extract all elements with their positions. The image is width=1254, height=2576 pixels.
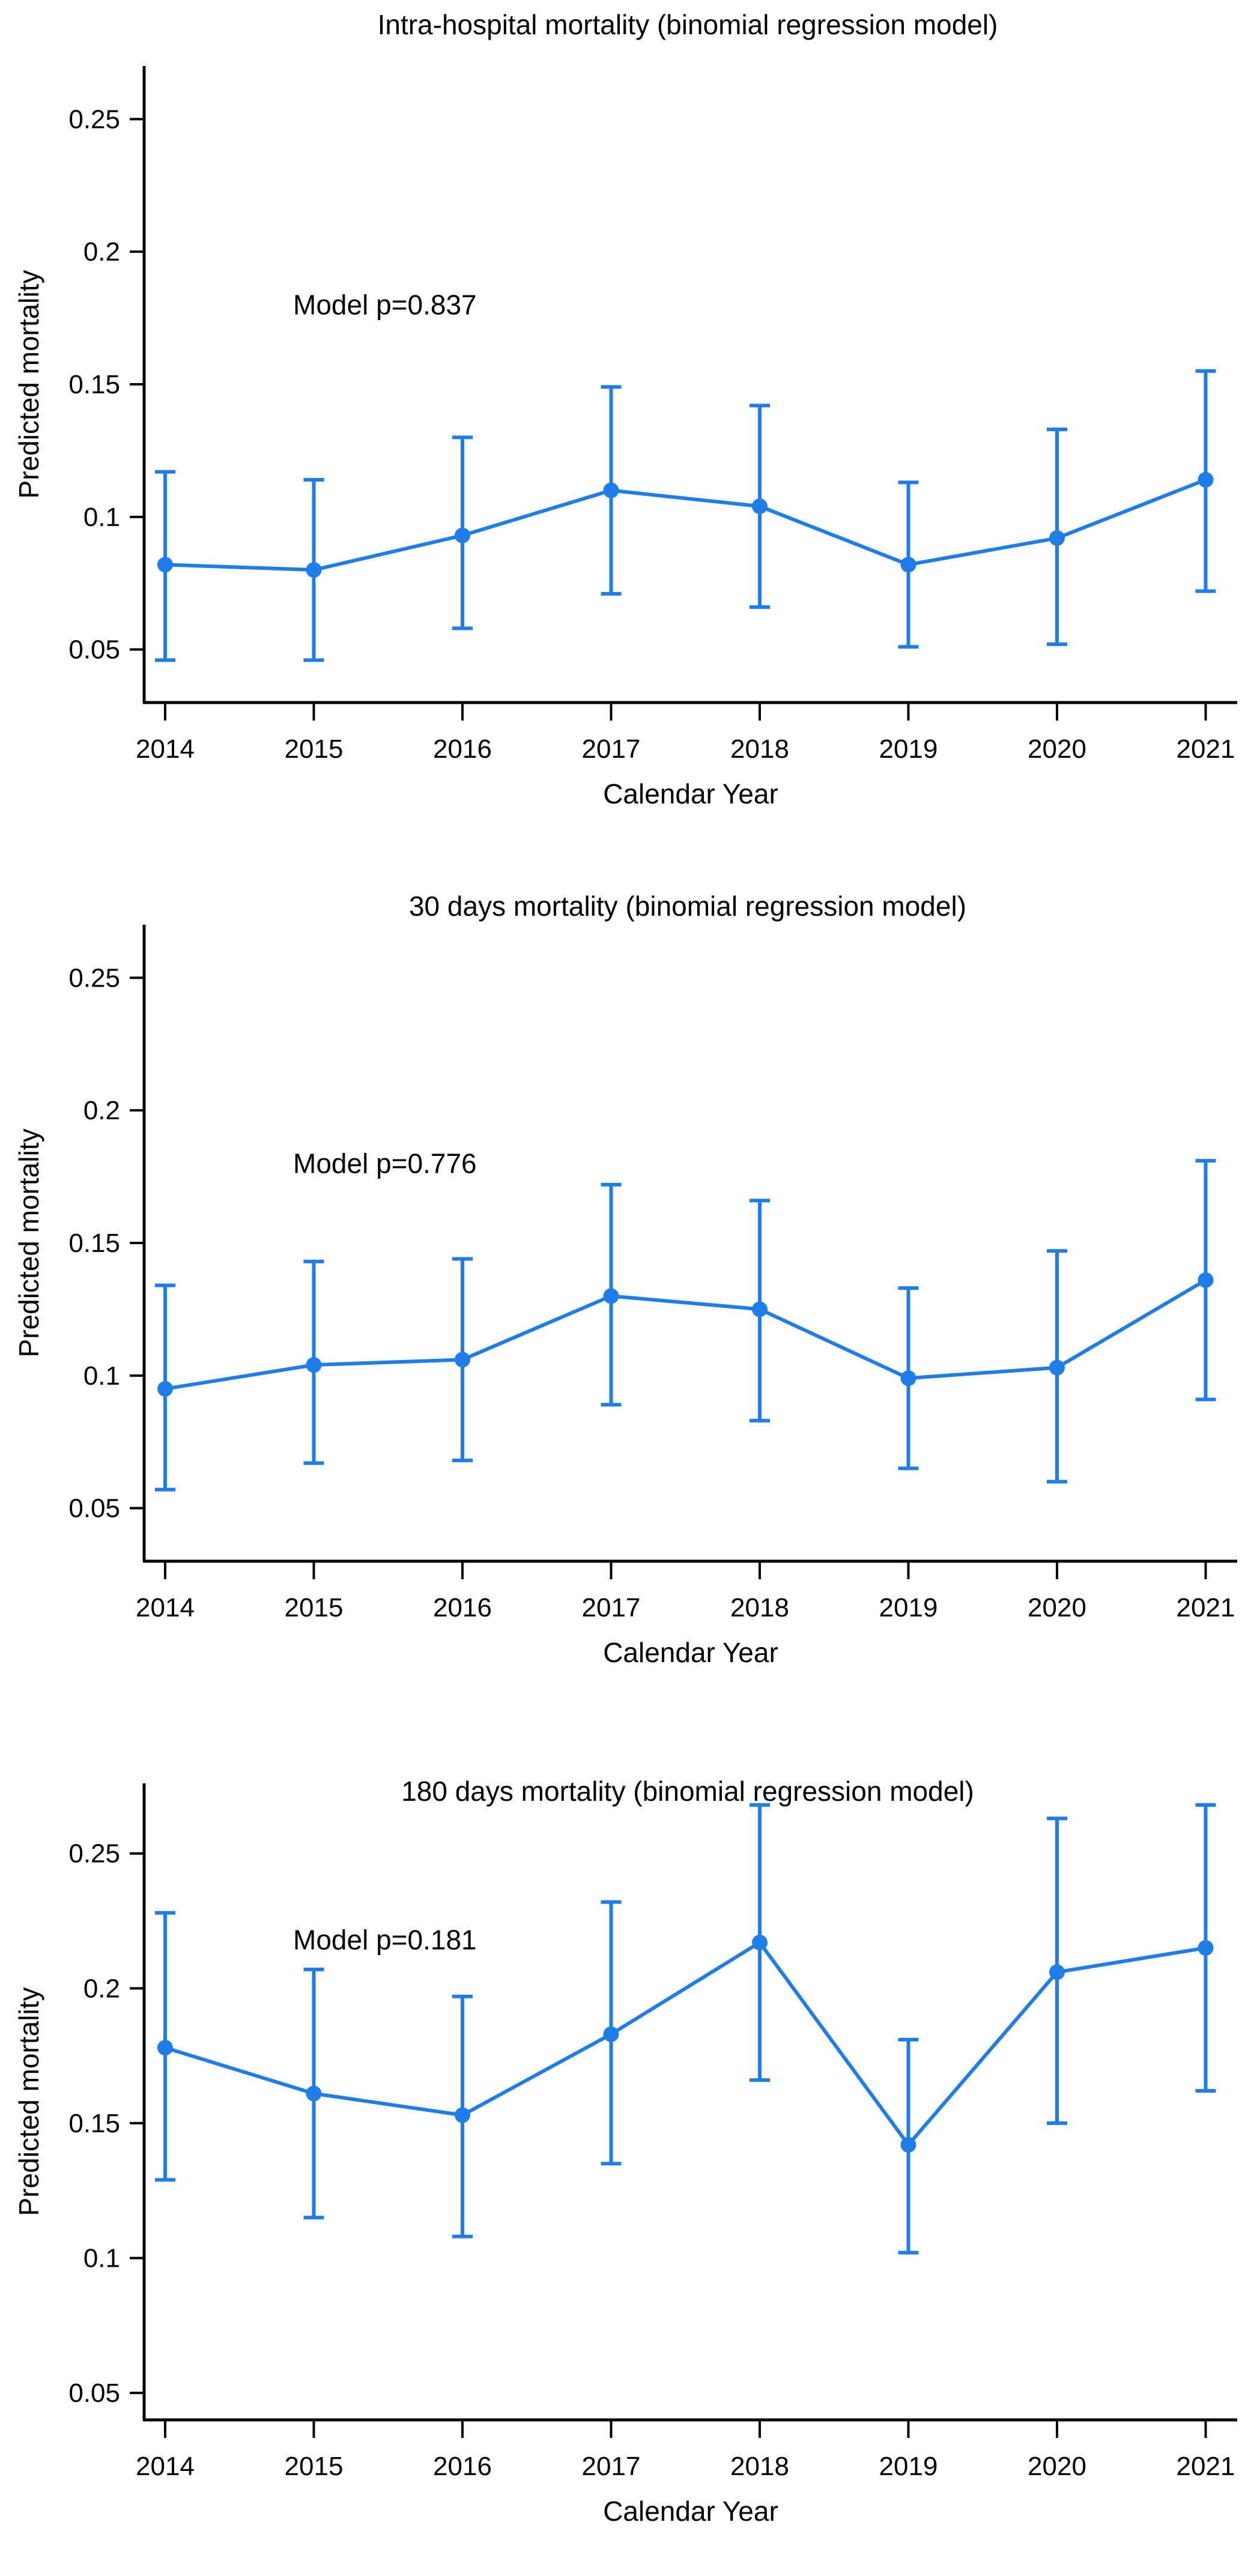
data-point-marker	[1198, 1940, 1214, 1956]
chart-title: Intra-hospital mortality (binomial regre…	[377, 9, 998, 40]
model-p-annotation: Model p=0.837	[293, 289, 477, 321]
y-tick-label: 0.05	[68, 635, 120, 665]
y-tick-label: 0.1	[83, 503, 120, 532]
y-tick-label: 0.15	[68, 1229, 120, 1258]
x-tick-label: 2019	[879, 1593, 938, 1622]
panel-180-days-mortality: 180 days mortality (binomial regression …	[0, 1717, 1254, 2576]
data-point-marker	[306, 562, 322, 578]
y-tick-label: 0.25	[68, 1839, 120, 1869]
data-point-marker	[1049, 530, 1065, 546]
series-line	[165, 478, 1207, 572]
data-point-marker	[455, 527, 470, 543]
data-point-marker	[900, 1370, 916, 1386]
model-p-annotation: Model p=0.776	[293, 1148, 477, 1179]
y-axis-title: Predicted mortality	[13, 270, 44, 499]
y-tick-label: 0.15	[68, 370, 120, 399]
y-tick-label: 0.2	[83, 237, 120, 267]
data-point-marker	[603, 2026, 619, 2042]
x-tick-label: 2018	[730, 2452, 789, 2481]
data-point-marker	[1198, 472, 1214, 488]
x-tick-label: 2017	[582, 2452, 641, 2481]
x-tick-label: 2019	[879, 2452, 938, 2481]
y-tick-label: 0.2	[83, 1096, 120, 1125]
data-point-marker	[157, 557, 173, 573]
x-tick-label: 2021	[1177, 734, 1235, 764]
x-tick-label: 2018	[730, 1593, 789, 1622]
data-point-marker	[752, 1935, 768, 1950]
x-tick-label: 2015	[285, 2452, 344, 2481]
x-tick-label: 2016	[433, 2452, 492, 2481]
y-tick-label: 0.2	[83, 1974, 120, 2003]
data-point-marker	[752, 1301, 768, 1317]
x-tick-label: 2020	[1028, 734, 1086, 764]
x-axis-title: Calendar Year	[603, 1637, 778, 1668]
x-tick-label: 2018	[730, 734, 789, 764]
y-tick-label: 0.1	[83, 1361, 120, 1391]
y-axis-title: Predicted mortality	[13, 1988, 44, 2216]
x-tick-label: 2016	[433, 734, 492, 764]
y-tick-label: 0.25	[68, 963, 120, 993]
data-point-marker	[157, 2040, 173, 2056]
x-tick-label: 2014	[136, 2452, 195, 2481]
x-tick-label: 2020	[1028, 2452, 1086, 2481]
x-tick-label: 2020	[1028, 1593, 1086, 1622]
data-point-marker	[1198, 1272, 1214, 1288]
x-tick-label: 2021	[1177, 1593, 1235, 1622]
panel-30-days-mortality: 30 days mortality (binomial regression m…	[0, 859, 1254, 1717]
y-tick-label: 0.15	[68, 2109, 120, 2138]
x-axis-title: Calendar Year	[603, 778, 778, 809]
x-tick-label: 2019	[879, 734, 938, 764]
data-point-marker	[900, 557, 916, 573]
y-tick-label: 0.1	[83, 2243, 120, 2273]
180-days-mortality-chart: 0.05 0.1 0.15 0.2 0.25 2014 2015 2016 2017 2018 20…	[13, 1783, 1237, 2527]
30-days-mortality-chart: 0.05 0.1 0.15 0.2 0.25 2014 2015 2016 2017 2018 20…	[13, 925, 1237, 1668]
series-line	[165, 1278, 1207, 1391]
x-tick-label: 2016	[433, 1593, 492, 1622]
y-axis-title: Predicted mortality	[13, 1129, 44, 1358]
y-tick-label: 0.25	[68, 104, 120, 134]
x-tick-label: 2014	[136, 734, 195, 764]
series-line	[165, 1941, 1206, 2147]
y-tick-label: 0.05	[68, 2378, 120, 2408]
x-tick-label: 2017	[582, 1593, 641, 1622]
data-point-marker	[900, 2136, 916, 2153]
x-tick-label: 2021	[1177, 2452, 1235, 2481]
x-tick-label: 2017	[582, 734, 641, 764]
data-point-marker	[752, 498, 768, 515]
data-point-marker	[603, 482, 619, 498]
panel-intra-hospital-mortality: Intra-hospital mortality (binomial regre…	[0, 0, 1254, 859]
y-tick-label: 0.05	[68, 1494, 120, 1523]
model-p-annotation: Model p=0.181	[293, 1924, 477, 1956]
x-tick-label: 2014	[136, 1593, 195, 1622]
chart-title: 180 days mortality (binomial regression …	[401, 1776, 974, 1807]
data-point-marker	[1049, 1359, 1065, 1376]
x-axis-title: Calendar Year	[603, 2496, 778, 2527]
data-point-marker	[603, 1288, 619, 1304]
chart-title: 30 days mortality (binomial regression m…	[408, 890, 967, 922]
x-tick-label: 2015	[285, 734, 344, 764]
data-point-marker	[306, 1357, 322, 1373]
data-point-marker	[157, 1380, 173, 1397]
x-tick-label: 2015	[285, 1593, 344, 1622]
data-point-marker	[306, 2085, 322, 2102]
data-point-marker	[455, 2107, 470, 2123]
data-point-marker	[455, 1352, 470, 1368]
intra-hospital-mortality-chart: 0.05 0.1 0.15 0.2 0.25 2014 2015 2016 2017 2018 20…	[13, 66, 1237, 809]
data-point-marker	[1049, 1964, 1065, 1980]
